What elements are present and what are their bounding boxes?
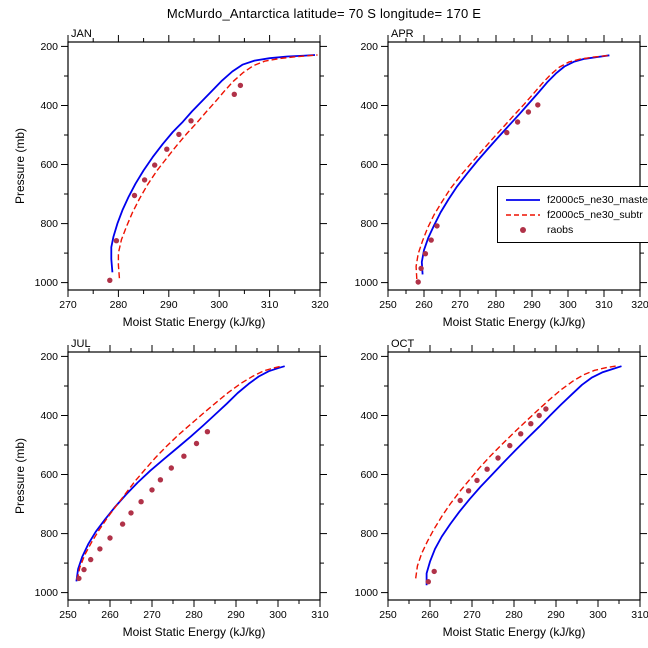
x-tick-label: 300 bbox=[559, 299, 577, 311]
y-tick-label: 400 bbox=[40, 410, 58, 422]
legend-line-dashed-sample bbox=[506, 213, 540, 216]
x-tick-label: 310 bbox=[261, 299, 279, 311]
legend: f2000c5_ne30_maste f2000c5_ne30_subtr ra… bbox=[497, 186, 648, 243]
series-raobs bbox=[415, 102, 541, 285]
y-tick-label: 400 bbox=[40, 100, 58, 112]
y-tick-label: 200 bbox=[40, 351, 58, 363]
series-f2000c5_ne30_subtr bbox=[117, 54, 318, 279]
x-tick-label: 280 bbox=[110, 299, 128, 311]
y-tick-label: 200 bbox=[40, 41, 58, 53]
panel-JAN: 270 280 290 300 310 320 200 400 600 800 1000 JAN Moi… bbox=[13, 28, 329, 329]
y-tick-label: 400 bbox=[360, 100, 378, 112]
axes-box bbox=[387, 351, 641, 601]
legend-label-raobs: raobs bbox=[547, 223, 574, 236]
tick-marks bbox=[381, 345, 647, 607]
x-tick-label: 310 bbox=[311, 609, 329, 621]
axes-box bbox=[67, 351, 321, 601]
y-tick-label: 1000 bbox=[35, 587, 59, 599]
x-tick-label: 270 bbox=[143, 609, 161, 621]
x-tick-label: 270 bbox=[451, 299, 469, 311]
x-tick-label: 260 bbox=[421, 609, 439, 621]
y-tick-label: 200 bbox=[360, 351, 378, 363]
legend-line-solid-sample bbox=[506, 198, 540, 201]
axes-box bbox=[67, 41, 321, 291]
x-tick-label: 320 bbox=[631, 299, 648, 311]
x-axis-title: Moist Static Energy (kJ/kg) bbox=[123, 625, 266, 639]
series-f2000c5_ne30_maste bbox=[420, 54, 610, 275]
series-f2000c5_ne30_maste bbox=[75, 365, 285, 582]
x-axis-title: Moist Static Energy (kJ/kg) bbox=[443, 315, 586, 329]
x-axis-title: Moist Static Energy (kJ/kg) bbox=[443, 625, 586, 639]
x-tick-label: 270 bbox=[463, 609, 481, 621]
series-f2000c5_ne30_subtr bbox=[76, 365, 282, 581]
x-tick-label: 290 bbox=[547, 609, 565, 621]
x-tick-label: 250 bbox=[379, 609, 397, 621]
y-tick-label: 800 bbox=[40, 528, 58, 540]
series-raobs bbox=[425, 406, 549, 585]
x-tick-label: 260 bbox=[415, 299, 433, 311]
y-tick-label: 800 bbox=[40, 218, 58, 230]
legend-entry-master: f2000c5_ne30_maste bbox=[505, 192, 648, 207]
y-tick-label: 600 bbox=[40, 469, 58, 481]
x-tick-label: 280 bbox=[487, 299, 505, 311]
series-raobs bbox=[107, 82, 244, 283]
x-tick-label: 250 bbox=[379, 299, 397, 311]
x-axis-title: Moist Static Energy (kJ/kg) bbox=[123, 315, 266, 329]
tick-marks bbox=[61, 35, 327, 297]
panel-title: JUL bbox=[71, 338, 91, 350]
x-tick-label: 300 bbox=[589, 609, 607, 621]
tick-marks bbox=[61, 345, 327, 607]
series-f2000c5_ne30_subtr bbox=[415, 54, 608, 280]
x-tick-label: 280 bbox=[505, 609, 523, 621]
legend-entry-raobs: raobs bbox=[505, 222, 648, 237]
legend-entry-subtree: f2000c5_ne30_subtr bbox=[505, 207, 648, 222]
series-f2000c5_ne30_maste bbox=[110, 54, 316, 273]
x-tick-label: 250 bbox=[59, 609, 77, 621]
panel-title: OCT bbox=[391, 338, 415, 350]
y-tick-label: 1000 bbox=[35, 277, 59, 289]
x-tick-label: 280 bbox=[185, 609, 203, 621]
y-tick-label: 1000 bbox=[355, 277, 379, 289]
x-tick-label: 260 bbox=[101, 609, 119, 621]
x-tick-label: 290 bbox=[523, 299, 541, 311]
y-tick-label: 400 bbox=[360, 410, 378, 422]
x-tick-label: 310 bbox=[595, 299, 613, 311]
panel-APR: 250 260 270 280 290 300 310 320 200 400 600 800 1000… bbox=[355, 28, 648, 329]
x-tick-label: 310 bbox=[631, 609, 648, 621]
legend-label-subtree: f2000c5_ne30_subtr bbox=[547, 208, 643, 221]
y-tick-label: 600 bbox=[360, 469, 378, 481]
y-tick-label: 600 bbox=[360, 159, 378, 171]
x-tick-label: 320 bbox=[311, 299, 329, 311]
y-tick-label: 800 bbox=[360, 528, 378, 540]
series-f2000c5_ne30_subtr bbox=[415, 364, 619, 579]
y-axis-title: Pressure (mb) bbox=[13, 128, 27, 204]
y-tick-label: 200 bbox=[360, 41, 378, 53]
series-f2000c5_ne30_maste bbox=[425, 365, 622, 586]
legend-dot-sample bbox=[520, 226, 526, 233]
x-tick-label: 300 bbox=[210, 299, 228, 311]
x-tick-label: 290 bbox=[160, 299, 178, 311]
series-raobs bbox=[76, 429, 211, 582]
y-tick-label: 1000 bbox=[355, 587, 379, 599]
y-tick-label: 800 bbox=[360, 218, 378, 230]
panel-JUL: 250 260 270 280 290 300 310 200 400 600 800 1000 JUL… bbox=[13, 338, 329, 639]
tick-marks bbox=[381, 35, 647, 297]
y-tick-label: 600 bbox=[40, 159, 58, 171]
legend-label-master: f2000c5_ne30_maste bbox=[547, 193, 648, 206]
x-tick-label: 270 bbox=[59, 299, 77, 311]
panel-title: JAN bbox=[71, 28, 92, 40]
x-tick-label: 300 bbox=[269, 609, 287, 621]
panel-OCT: 250 260 270 280 290 300 310 200 400 600 800 1000 OCT… bbox=[355, 338, 648, 639]
panel-title: APR bbox=[391, 28, 414, 40]
x-tick-label: 290 bbox=[227, 609, 245, 621]
figure-title: McMurdo_Antarctica latitude= 70 S longit… bbox=[166, 6, 482, 21]
y-axis-title: Pressure (mb) bbox=[13, 438, 27, 514]
